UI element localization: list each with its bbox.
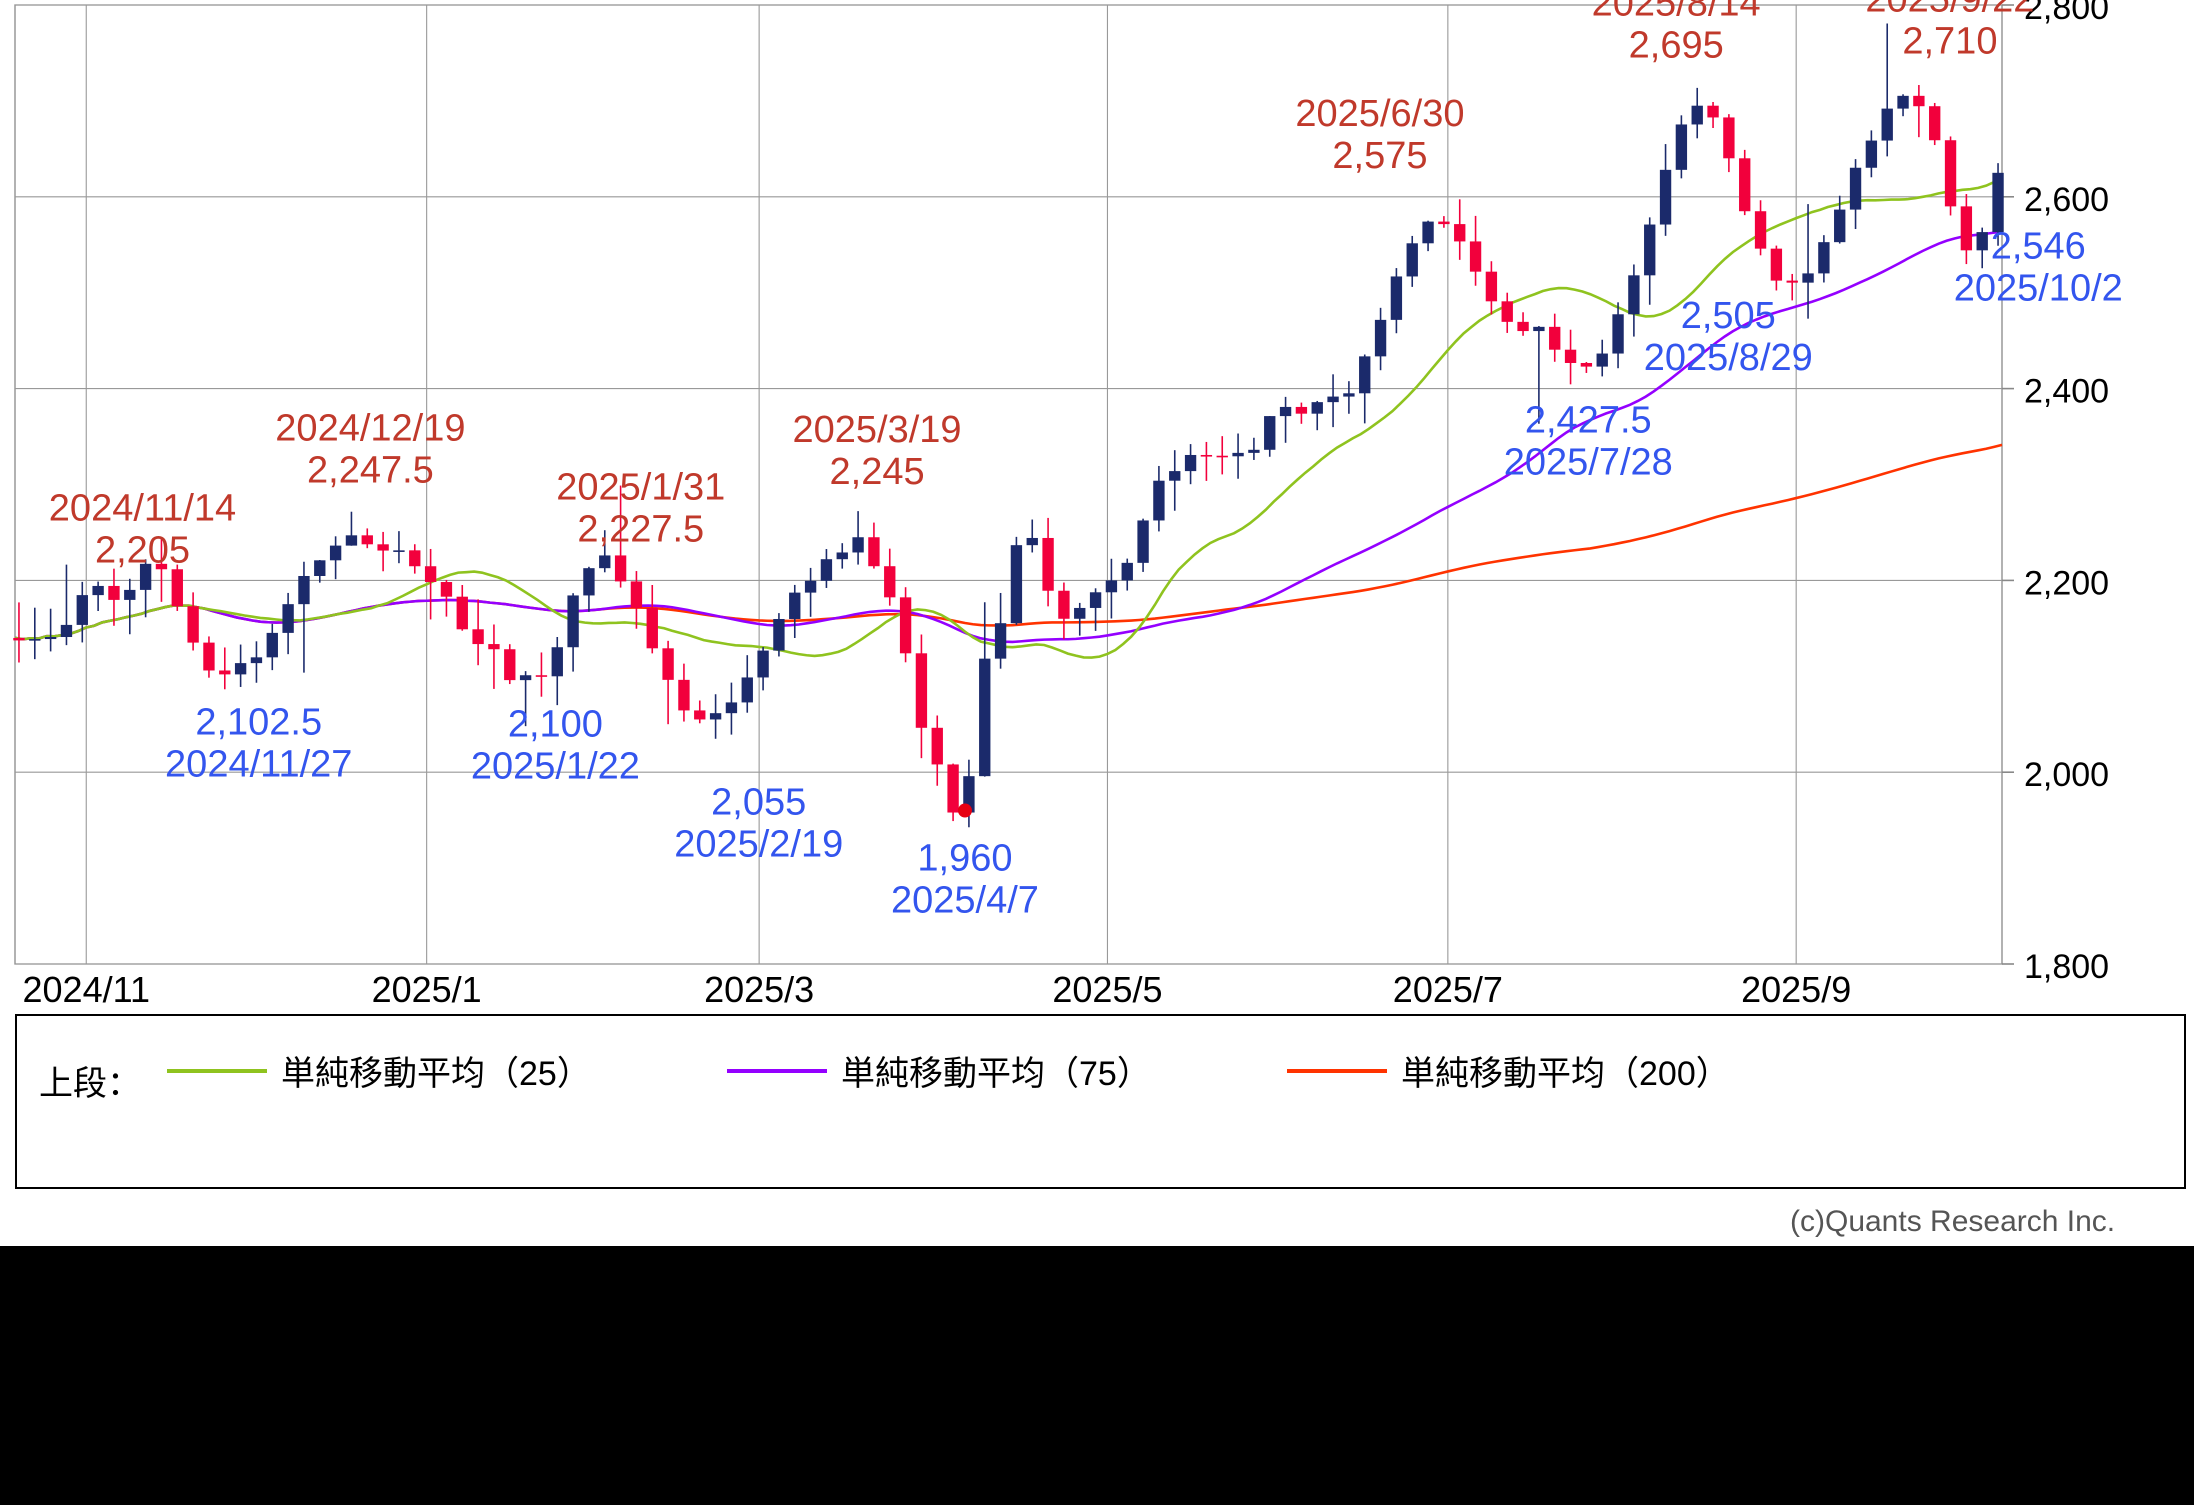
svg-text:2,205: 2,205	[95, 530, 190, 572]
svg-text:2025/7/28: 2025/7/28	[1504, 442, 1673, 484]
svg-text:2,100: 2,100	[508, 703, 603, 745]
svg-text:2025/1: 2025/1	[372, 969, 482, 1010]
svg-text:2,200: 2,200	[2024, 564, 2109, 602]
svg-text:2,000: 2,000	[2024, 756, 2109, 794]
svg-text:2025/5: 2025/5	[1052, 969, 1162, 1010]
svg-text:2,710: 2,710	[1902, 20, 1997, 62]
svg-text:2,695: 2,695	[1629, 25, 1724, 67]
svg-text:2025/4/7: 2025/4/7	[891, 880, 1039, 922]
svg-text:2024/12/19: 2024/12/19	[275, 407, 465, 449]
svg-text:2,245: 2,245	[830, 451, 925, 493]
svg-text:2024/11: 2024/11	[23, 969, 150, 1010]
svg-text:2,227.5: 2,227.5	[577, 509, 704, 551]
svg-text:2,400: 2,400	[2024, 373, 2109, 411]
svg-text:2024/11/14: 2024/11/14	[49, 488, 236, 530]
svg-text:2025/8/29: 2025/8/29	[1644, 337, 1813, 379]
svg-text:2,247.5: 2,247.5	[307, 449, 434, 491]
svg-text:2025/9/22: 2025/9/22	[1865, 0, 2034, 20]
svg-text:2025/6/30: 2025/6/30	[1295, 93, 1464, 135]
svg-text:1,800: 1,800	[2024, 948, 2109, 986]
svg-text:2,427.5: 2,427.5	[1525, 400, 1652, 442]
svg-text:2024/11/27: 2024/11/27	[165, 743, 352, 785]
svg-text:2025/3: 2025/3	[704, 969, 814, 1010]
svg-text:2025/1/31: 2025/1/31	[556, 467, 725, 509]
svg-text:2,575: 2,575	[1332, 135, 1427, 177]
svg-text:2025/10/2: 2025/10/2	[1954, 268, 2123, 310]
svg-text:2,055: 2,055	[711, 781, 806, 823]
svg-text:1,960: 1,960	[917, 838, 1012, 880]
svg-text:2025/2/19: 2025/2/19	[674, 823, 843, 865]
svg-text:2025/9: 2025/9	[1741, 969, 1851, 1010]
svg-text:2025/3/19: 2025/3/19	[793, 409, 962, 451]
svg-text:2,505: 2,505	[1681, 295, 1776, 337]
svg-text:2,102.5: 2,102.5	[195, 701, 322, 743]
svg-text:2,546: 2,546	[1991, 226, 2086, 268]
svg-text:2025/8/14: 2025/8/14	[1592, 0, 1761, 25]
svg-text:2025/7: 2025/7	[1393, 969, 1503, 1010]
svg-text:2,800: 2,800	[2024, 0, 2109, 27]
svg-text:2,600: 2,600	[2024, 181, 2109, 219]
svg-text:2025/1/22: 2025/1/22	[471, 745, 640, 787]
